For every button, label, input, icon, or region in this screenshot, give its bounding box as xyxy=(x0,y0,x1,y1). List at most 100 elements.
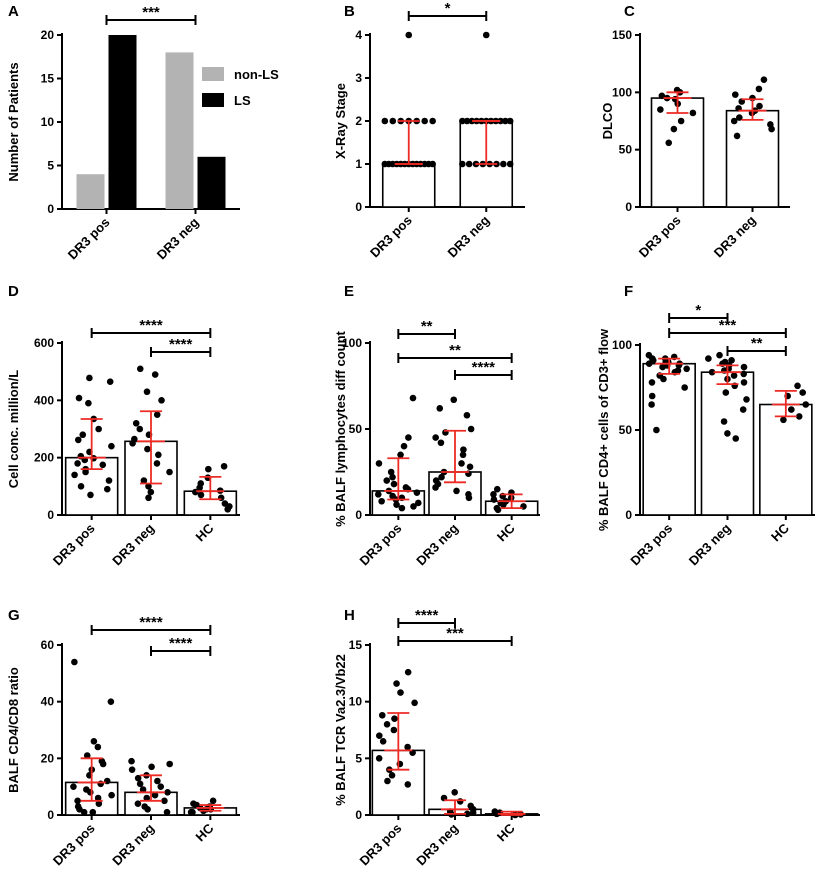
data-point xyxy=(166,760,173,768)
data-point xyxy=(708,368,716,376)
data-point xyxy=(134,774,142,782)
data-point xyxy=(166,468,173,476)
x-tick-label: DR3 neg xyxy=(109,820,157,868)
y-axis-label: X-Ray Stage xyxy=(333,83,348,159)
data-point xyxy=(497,117,504,125)
data-point xyxy=(404,743,411,751)
x-tick-label: HC xyxy=(193,820,217,844)
data-point xyxy=(456,798,464,805)
x-tick-label: DR3 pos xyxy=(627,521,675,569)
data-point xyxy=(670,125,678,133)
data-point xyxy=(397,689,404,696)
y-tick-label: 1 xyxy=(355,157,362,171)
data-point xyxy=(795,413,803,420)
y-tick-label: 15 xyxy=(349,638,363,652)
data-point xyxy=(405,31,413,39)
data-point xyxy=(500,160,507,168)
x-tick-label: DR3 pos xyxy=(636,213,684,261)
data-point xyxy=(136,425,144,433)
y-axis-label: BALF CD4/CD8 ratio xyxy=(6,667,21,793)
data-point xyxy=(451,789,458,796)
data-point xyxy=(108,791,115,799)
data-point xyxy=(756,102,763,110)
data-point xyxy=(500,501,507,508)
data-point xyxy=(681,384,688,391)
panel-g: G BALF CD4/CD8 ratio 0 20 40 60 DR3 pos DR3 neg… xyxy=(6,607,240,868)
y-tick-label: 0 xyxy=(625,508,632,522)
data-point xyxy=(648,379,656,386)
y-tick-label: 0 xyxy=(47,202,54,216)
data-point xyxy=(107,698,115,705)
data-point xyxy=(739,406,747,413)
data-point xyxy=(802,401,810,408)
data-point xyxy=(85,399,92,407)
data-point xyxy=(148,763,155,771)
data-point xyxy=(95,425,102,433)
data-point xyxy=(197,491,205,499)
significance-label: **** xyxy=(139,614,163,631)
panel-c: C DLCO 0 50 100 150 DR3 pos DR3 neg xyxy=(600,3,790,260)
data-point xyxy=(648,401,655,408)
y-tick-label: 40 xyxy=(41,695,55,709)
data-point xyxy=(384,777,391,785)
data-point xyxy=(71,471,78,479)
data-point xyxy=(733,132,741,140)
data-point xyxy=(467,425,475,433)
significance-label: **** xyxy=(415,607,439,624)
y-tick-label: 100 xyxy=(612,85,632,99)
y-axis-label: Cell conc. million/L xyxy=(6,370,21,489)
y-tick-label: 600 xyxy=(34,336,54,350)
y-tick-label: 100 xyxy=(612,338,632,352)
panel-label: A xyxy=(8,3,19,20)
significance-label: ** xyxy=(421,318,433,335)
data-point xyxy=(465,160,473,168)
y-tick-label: 15 xyxy=(41,72,55,86)
data-point xyxy=(677,117,685,125)
x-tick-label: DR3 pos xyxy=(367,213,415,261)
data-point xyxy=(164,789,171,796)
y-tick-label: 0 xyxy=(355,508,362,522)
data-point xyxy=(209,797,217,805)
data-point xyxy=(438,473,445,481)
data-point xyxy=(502,117,509,125)
data-point xyxy=(375,460,383,467)
x-tick-label: HC xyxy=(494,520,518,544)
data-point xyxy=(730,372,738,379)
y-tick-label: 400 xyxy=(34,393,54,407)
y-axis-label: % BALF TCR Va2.3/Vb22 xyxy=(333,654,348,806)
data-point xyxy=(660,375,667,383)
x-tick-label: DR3 neg xyxy=(711,212,759,260)
data-point xyxy=(375,755,383,762)
x-tick-label: DR3 neg xyxy=(109,520,157,568)
y-tick-label: 3 xyxy=(355,71,362,85)
data-point xyxy=(458,460,465,467)
data-point xyxy=(411,699,418,707)
data-point xyxy=(94,743,102,751)
data-point xyxy=(75,394,83,402)
significance-label: *** xyxy=(446,625,464,642)
data-point xyxy=(147,488,155,496)
data-point xyxy=(136,780,144,788)
y-tick-label: 60 xyxy=(41,638,55,652)
x-tick-label: DR3 pos xyxy=(50,521,98,569)
data-point xyxy=(794,382,801,390)
data-point xyxy=(740,379,748,386)
data-point xyxy=(404,668,412,676)
data-point xyxy=(155,451,162,459)
data-point xyxy=(716,351,723,359)
data-point xyxy=(388,772,396,779)
data-point xyxy=(374,491,382,498)
data-point xyxy=(732,435,740,442)
data-point xyxy=(463,411,471,419)
y-axis-label: Number of Patients xyxy=(6,62,21,181)
x-tick-label: HC xyxy=(494,820,518,844)
data-point xyxy=(657,106,664,113)
y-tick-label: 0 xyxy=(625,200,632,214)
data-point xyxy=(755,85,763,93)
data-point xyxy=(143,794,151,802)
legend-swatch xyxy=(202,67,224,81)
significance-label: *** xyxy=(719,317,737,334)
data-point xyxy=(393,680,400,687)
data-point xyxy=(432,434,439,441)
data-point xyxy=(413,489,421,496)
